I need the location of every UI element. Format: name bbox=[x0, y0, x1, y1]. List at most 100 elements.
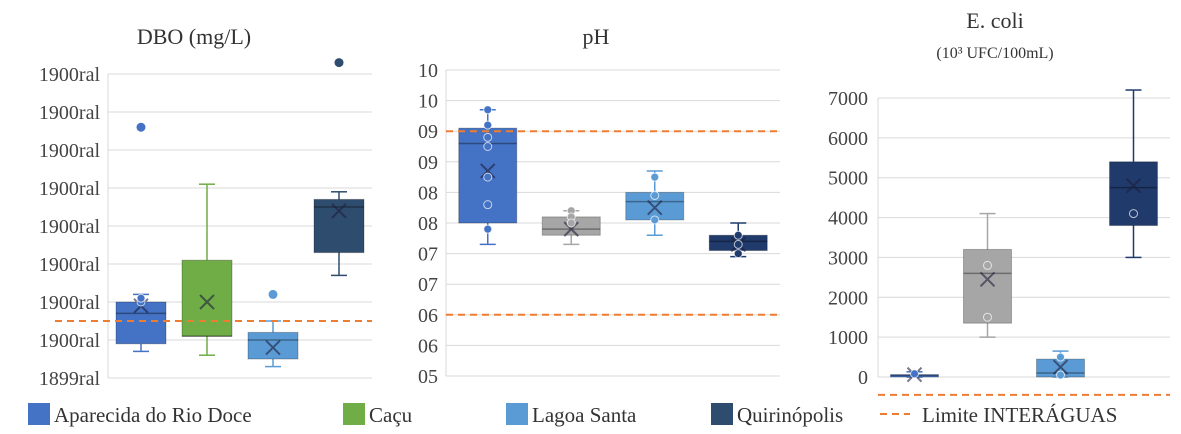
y-tick-label: 10 bbox=[418, 91, 438, 113]
y-tick-label: 1900ral bbox=[39, 292, 101, 314]
box-lagoa-santa bbox=[247, 289, 299, 368]
y-tick-label: 1900ral bbox=[39, 330, 101, 352]
y-tick-label: 08 bbox=[418, 182, 438, 204]
legend-swatch bbox=[711, 403, 733, 425]
data-point bbox=[733, 249, 743, 259]
data-point bbox=[910, 369, 919, 379]
data-point bbox=[136, 293, 146, 303]
y-tick-label: 1899ral bbox=[39, 368, 101, 390]
data-point bbox=[733, 239, 743, 249]
chart-panel-e-coli: E. coli (10³ UFC/100mL) 0 1000 2000 3000 4000 5… bbox=[828, 8, 1170, 396]
box-cacu bbox=[181, 183, 233, 356]
box-cacu bbox=[541, 206, 601, 246]
data-point bbox=[1056, 352, 1065, 362]
mean-marker bbox=[480, 163, 496, 179]
box-quirinopolis bbox=[313, 58, 365, 277]
y-tick-label: 1900ral bbox=[39, 102, 101, 124]
box-lagoa-santa bbox=[1036, 350, 1085, 380]
data-point bbox=[483, 224, 493, 234]
data-point bbox=[483, 120, 493, 130]
y-tick-label: 1900ral bbox=[39, 216, 101, 238]
y-tick-label: 2000 bbox=[828, 287, 868, 309]
legend-label: Quirinópolis bbox=[737, 403, 843, 427]
data-point bbox=[483, 105, 493, 115]
data-point bbox=[1129, 209, 1138, 219]
box-aparecida-do-rio-doce bbox=[458, 105, 518, 246]
legend-swatch bbox=[28, 403, 50, 425]
box-cacu bbox=[963, 212, 1012, 338]
chart-panel-dbo-mg-l: DBO (mg/L) 1899ral 1900ral 1900ral 1900ral 19… bbox=[39, 24, 372, 390]
box-lagoa-santa bbox=[625, 170, 685, 236]
y-tick-label: 1900ral bbox=[39, 254, 101, 276]
y-tick-label: 5000 bbox=[828, 168, 868, 190]
chart-panel-ph: pH 05 06 06 07 07 08 08 09 09 10 10 bbox=[418, 24, 780, 388]
legend-item-cacu: Caçu bbox=[343, 403, 413, 427]
legend-label: Aparecida do Rio Doce bbox=[54, 403, 252, 427]
mean-marker bbox=[647, 199, 663, 216]
y-tick-label: 1000 bbox=[828, 327, 868, 349]
box-quirinopolis bbox=[1109, 89, 1158, 259]
mean-marker bbox=[199, 294, 215, 310]
box-iqr bbox=[247, 331, 299, 360]
y-tick-label: 10 bbox=[418, 60, 438, 82]
data-point bbox=[483, 200, 493, 210]
mean-marker bbox=[979, 271, 996, 288]
data-point bbox=[983, 260, 992, 270]
data-point bbox=[483, 132, 493, 142]
legend-item-lagoa-santa: Lagoa Santa bbox=[506, 403, 637, 427]
mean-marker bbox=[1125, 177, 1142, 194]
mean-marker bbox=[331, 203, 347, 219]
chart-subtitle: (10³ UFC/100mL) bbox=[936, 45, 1053, 62]
y-tick-label: 07 bbox=[418, 244, 438, 266]
y-tick-label: 3000 bbox=[828, 247, 868, 269]
outlier-point bbox=[136, 122, 146, 132]
y-tick-label: 1900ral bbox=[39, 178, 101, 200]
y-tick-label: 1900ral bbox=[39, 64, 101, 86]
legend-label: Lagoa Santa bbox=[532, 403, 637, 427]
data-point bbox=[650, 172, 660, 182]
data-point bbox=[650, 215, 660, 225]
data-point bbox=[983, 312, 992, 322]
outlier-point bbox=[268, 289, 278, 299]
box-iqr bbox=[181, 259, 233, 337]
y-tick-label: 6000 bbox=[828, 128, 868, 150]
outlier-point bbox=[334, 58, 344, 68]
legend-item-quirinopolis: Quirinópolis bbox=[711, 403, 843, 427]
y-tick-label: 06 bbox=[418, 305, 438, 327]
mean-marker bbox=[1052, 359, 1069, 375]
y-tick-label: 05 bbox=[418, 366, 438, 388]
y-tick-label: 1900ral bbox=[39, 140, 101, 162]
data-point bbox=[733, 230, 743, 240]
data-point bbox=[650, 190, 660, 200]
y-tick-label: 08 bbox=[418, 213, 438, 235]
data-point bbox=[566, 218, 576, 228]
mean-marker bbox=[265, 339, 281, 356]
chart-title: E. coli bbox=[966, 8, 1023, 33]
box-iqr bbox=[313, 198, 365, 254]
legend-label: Caçu bbox=[369, 403, 413, 427]
chart-title: pH bbox=[583, 24, 610, 49]
y-tick-label: 07 bbox=[418, 274, 438, 296]
y-tick-label: 09 bbox=[418, 121, 438, 143]
legend-label: Limite INTERÁGUAS bbox=[922, 403, 1117, 427]
y-tick-label: 4000 bbox=[828, 208, 868, 230]
data-point bbox=[483, 172, 493, 182]
mean-marker bbox=[563, 221, 579, 237]
legend-swatch bbox=[343, 403, 365, 425]
box-quirinopolis bbox=[708, 222, 768, 259]
y-tick-label: 09 bbox=[418, 152, 438, 174]
data-point bbox=[1056, 370, 1065, 380]
chart-title: DBO (mg/L) bbox=[137, 24, 251, 49]
legend: Aparecida do Rio Doce Caçu Lagoa Santa Quir… bbox=[28, 403, 1117, 427]
y-tick-label: 06 bbox=[418, 335, 438, 357]
y-tick-label: 7000 bbox=[828, 88, 868, 110]
legend-item-aparecida-do-rio-doce: Aparecida do Rio Doce bbox=[28, 403, 252, 427]
box-iqr bbox=[115, 301, 167, 345]
legend-item-limite-interaguas: Limite INTERÁGUAS bbox=[880, 403, 1117, 427]
legend-swatch bbox=[506, 403, 528, 425]
box-iqr bbox=[963, 248, 1012, 324]
data-point bbox=[483, 142, 493, 151]
y-tick-label: 0 bbox=[858, 367, 868, 389]
box-aparecida-do-rio-doce bbox=[115, 122, 167, 353]
